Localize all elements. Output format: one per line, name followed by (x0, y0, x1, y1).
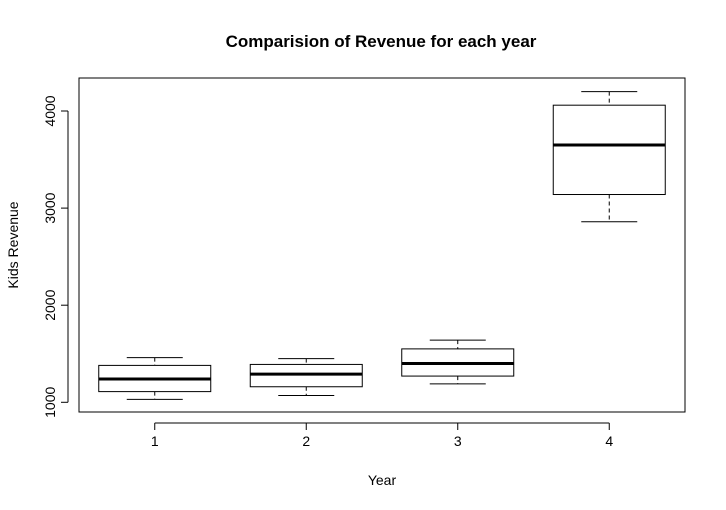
y-tick-label: 3000 (42, 192, 58, 223)
x-tick-label: 2 (302, 433, 310, 449)
box-1 (98, 357, 212, 400)
y-tick-label: 1000 (42, 387, 58, 418)
box-2 (249, 358, 363, 396)
x-tick-label: 1 (151, 433, 159, 449)
y-tick-label: 2000 (42, 289, 58, 320)
y-tick-label: 4000 (42, 95, 58, 126)
y-axis-label: Kids Revenue (5, 201, 21, 288)
box-4 (552, 91, 666, 223)
chart-title: Comparision of Revenue for each year (226, 32, 537, 51)
box-group (98, 91, 666, 400)
plot-frame (78, 77, 686, 413)
box-3 (401, 339, 515, 385)
x-axis-label: Year (368, 472, 397, 488)
x-tick-label: 3 (454, 433, 462, 449)
x-axis: 1 2 3 4 (151, 422, 613, 449)
iqr-box (552, 104, 666, 196)
y-axis: 1000 2000 3000 4000 (42, 95, 69, 418)
x-tick-label: 4 (605, 433, 613, 449)
